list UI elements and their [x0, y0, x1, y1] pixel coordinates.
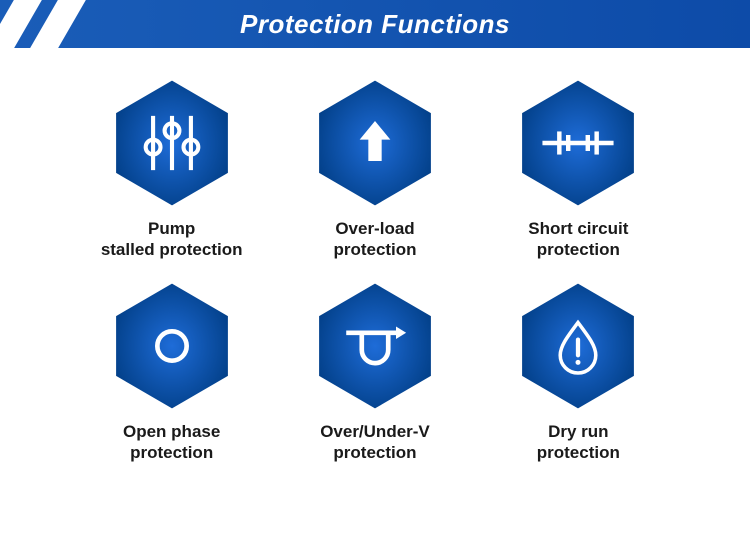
overload-icon [330, 98, 420, 188]
feature-label: Over-load protection [333, 218, 416, 261]
feature-item: Over-load protection [283, 78, 466, 261]
hexagon-tile [513, 281, 643, 411]
hexagon-tile [310, 281, 440, 411]
hexagon-tile [513, 78, 643, 208]
header-stripes [0, 0, 120, 48]
feature-label: Open phase protection [123, 421, 220, 464]
feature-label: Short circuit protection [528, 218, 628, 261]
hexagon-tile [310, 78, 440, 208]
feature-item: Over/Under-V protection [283, 281, 466, 464]
pump-stalled-icon [127, 98, 217, 188]
feature-item: Dry run protection [487, 281, 670, 464]
dry-run-icon [533, 301, 623, 391]
feature-label: Over/Under-V protection [320, 421, 430, 464]
feature-label: Dry run protection [537, 421, 620, 464]
open-phase-icon [127, 301, 217, 391]
over-under-v-icon [330, 301, 420, 391]
feature-item: Pump stalled protection [80, 78, 263, 261]
short-circuit-icon [533, 98, 623, 188]
feature-item: Short circuit protection [487, 78, 670, 261]
hexagon-tile [107, 281, 237, 411]
feature-label: Pump stalled protection [101, 218, 243, 261]
header-banner: Protection Functions [0, 0, 750, 48]
page-title: Protection Functions [240, 9, 510, 40]
feature-item: Open phase protection [80, 281, 263, 464]
hexagon-tile [107, 78, 237, 208]
features-grid: Pump stalled protection Over-load protec… [0, 48, 750, 483]
